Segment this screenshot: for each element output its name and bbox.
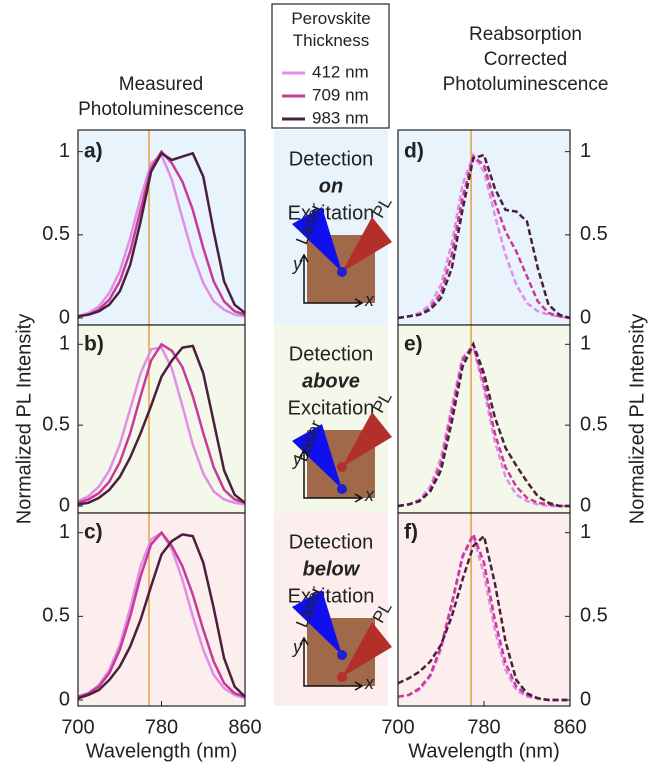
axes-arrows — [299, 636, 364, 691]
y-axis-label: Normalized PL Intensity — [13, 314, 35, 524]
detection-text: Detection — [289, 343, 374, 365]
spectrum-line — [397, 152, 571, 320]
right-heading: Reabsorption Corrected Photoluminescence — [442, 24, 609, 95]
pl-cone — [342, 622, 392, 677]
pl-cone — [342, 217, 392, 272]
panel-label: f) — [404, 521, 418, 544]
panel-background — [78, 325, 245, 513]
legend-label: 709 nm — [312, 85, 369, 104]
spectrum-line — [77, 533, 246, 700]
spectrum-line — [397, 532, 570, 702]
detection-text: above — [302, 370, 360, 392]
left-heading: Measured Photoluminescence — [78, 74, 244, 120]
legend-box — [271, 3, 390, 129]
panel-frame — [77, 512, 246, 707]
panel-label: c) — [84, 521, 103, 544]
y-tick-label: 0 — [59, 306, 70, 328]
laser-spot — [337, 650, 347, 660]
y-tick-label: 0.5 — [580, 413, 608, 435]
panel-frame — [397, 512, 571, 707]
detection-text: Detection — [289, 148, 374, 170]
x-tick-label: 700 — [61, 716, 94, 738]
axes-arrows — [299, 253, 364, 308]
y-tick-label: 0.5 — [580, 605, 608, 627]
pl-spot — [337, 672, 347, 682]
y-axis-label: Normalized PL Intensity — [626, 314, 648, 524]
y-tick-label: 0.5 — [42, 413, 70, 435]
panel-background — [398, 130, 570, 325]
y-tick-label: 0 — [580, 494, 591, 516]
spectrum-line — [397, 341, 570, 508]
laser-spot — [337, 484, 347, 494]
panel-background — [78, 130, 245, 325]
y-tick-label: 0.5 — [42, 223, 70, 245]
x-axis-letter: x — [364, 290, 375, 310]
y-tick-label: 1 — [59, 521, 70, 543]
x-axis-letter: x — [364, 485, 375, 505]
spectrum-line — [397, 531, 570, 702]
x-axis-label: Wavelength (nm) — [86, 740, 238, 762]
x-tick-label: 780 — [145, 716, 178, 738]
y-tick-label: 1 — [59, 333, 70, 355]
laser-spot — [337, 267, 347, 277]
y-tick-label: 1 — [580, 521, 591, 543]
y-axis-letter: y — [291, 637, 303, 657]
panel-label: e) — [404, 333, 423, 356]
panel-label: b) — [84, 333, 104, 356]
y-tick-label: 0 — [59, 688, 70, 710]
y-tick-label: 0.5 — [42, 605, 70, 627]
pl-spot — [337, 462, 347, 472]
legend-label: 983 nm — [312, 108, 369, 127]
detection-text: on — [319, 175, 343, 197]
y-axis-letter: y — [291, 449, 303, 469]
panel-label: a) — [84, 140, 103, 163]
spectrum-line — [397, 153, 571, 320]
y-tick-label: 0 — [580, 306, 591, 328]
panel-background — [398, 325, 570, 513]
x-axis-label: Wavelength (nm) — [408, 740, 560, 762]
pl-cone — [342, 412, 392, 467]
x-tick-label: 700 — [381, 716, 414, 738]
detection-text: Excitation — [288, 397, 375, 419]
y-tick-label: 1 — [580, 140, 591, 162]
spectrum-line — [77, 344, 246, 506]
laser-cone — [292, 207, 342, 272]
detection-text: below — [303, 558, 361, 580]
spectrum-line — [77, 342, 246, 504]
y-axis-letter: y — [291, 254, 303, 274]
y-tick-label: 1 — [580, 333, 591, 355]
y-tick-label: 0.5 — [580, 223, 608, 245]
y-tick-label: 1 — [59, 140, 70, 162]
spectrum-line — [397, 345, 570, 508]
spectrum-line — [77, 151, 246, 318]
panel-background — [398, 513, 570, 706]
spectrum-line — [77, 149, 246, 318]
x-tick-label: 860 — [228, 716, 261, 738]
laser-cone — [292, 424, 342, 489]
y-tick-label: 0 — [59, 494, 70, 516]
detection-text: Detection — [289, 531, 374, 553]
spectrum-line — [77, 346, 246, 506]
y-tick-label: 0 — [580, 688, 591, 710]
panel-label: d) — [404, 140, 424, 163]
laser-cone — [292, 590, 342, 655]
legend-label: 412 nm — [312, 62, 369, 81]
spectrum-line — [77, 530, 246, 698]
x-tick-label: 860 — [553, 716, 586, 738]
axes-arrows — [299, 448, 364, 503]
x-tick-label: 780 — [467, 716, 500, 738]
legend-title: Perovskite Thickness — [291, 9, 371, 50]
x-axis-letter: x — [364, 673, 375, 693]
